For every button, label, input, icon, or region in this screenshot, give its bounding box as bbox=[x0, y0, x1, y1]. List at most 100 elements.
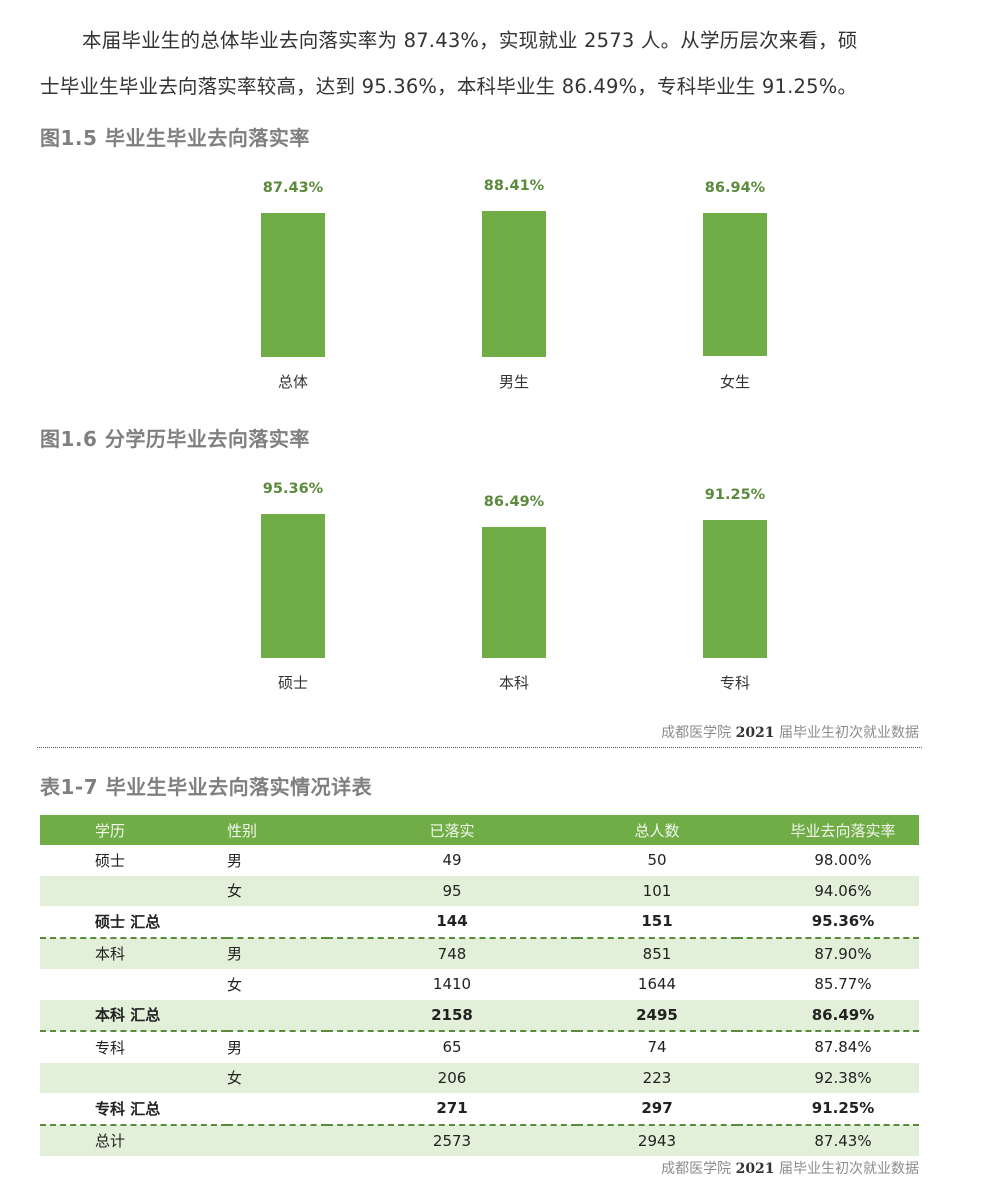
table-row-subtotal: 本科 汇总 2158 2495 86.49% bbox=[40, 999, 919, 1032]
cell-rate: 94.06% bbox=[737, 875, 919, 906]
cell-degree: 专科 bbox=[40, 1031, 227, 1063]
table-row: 专科 男 65 74 87.84% bbox=[40, 1031, 919, 1063]
cell-total: 101 bbox=[577, 875, 737, 906]
cell-total: 851 bbox=[577, 937, 737, 969]
cell-gender bbox=[227, 1124, 327, 1156]
source-note: 成都医学院 2021 届毕业生初次就业数据 bbox=[661, 722, 919, 742]
source-prefix: 成都医学院 bbox=[661, 1161, 736, 1177]
bar-overall bbox=[261, 213, 325, 357]
bar-value-label: 88.41% bbox=[483, 178, 545, 194]
cell-rate: 87.84% bbox=[737, 1031, 919, 1063]
cell-degree: 硕士 汇总 bbox=[40, 906, 227, 939]
source-note-bottom: 成都医学院 2021 届毕业生初次就业数据 bbox=[661, 1158, 919, 1178]
table-row: 本科 男 748 851 87.90% bbox=[40, 937, 919, 969]
bar-bachelor bbox=[482, 527, 546, 658]
cell-total: 2495 bbox=[577, 999, 737, 1032]
bar-category-label: 女生 bbox=[719, 373, 750, 391]
bar-category-label: 硕士 bbox=[277, 674, 308, 692]
table-row-grand-total: 总计 2573 2943 87.43% bbox=[40, 1124, 919, 1156]
cell-gender bbox=[227, 1093, 327, 1126]
bar-female bbox=[703, 213, 767, 356]
cell-rate: 92.38% bbox=[737, 1062, 919, 1093]
cell-rate: 98.00% bbox=[737, 845, 919, 876]
bar-value-label: 91.25% bbox=[704, 487, 766, 503]
intro-line-2: 士毕业生毕业去向落实率较高，达到 95.36%，本科毕业生 86.49%，专科毕… bbox=[40, 75, 858, 98]
section-divider bbox=[37, 747, 922, 748]
source-year: 2021 bbox=[735, 1161, 775, 1177]
bar-value-label: 95.36% bbox=[262, 481, 324, 497]
source-suffix: 届毕业生初次就业数据 bbox=[774, 725, 919, 741]
table-title: 表1-7 毕业生毕业去向落实情况详表 bbox=[40, 775, 373, 799]
bar-junior-college bbox=[703, 520, 767, 658]
cell-gender bbox=[227, 999, 327, 1032]
cell-placed: 748 bbox=[327, 937, 577, 969]
cell-placed: 2573 bbox=[327, 1124, 577, 1156]
cell-degree bbox=[40, 1062, 227, 1093]
header-placed: 已落实 bbox=[327, 815, 577, 845]
cell-placed: 1410 bbox=[327, 969, 577, 1000]
cell-gender: 男 bbox=[227, 937, 327, 969]
cell-placed: 2158 bbox=[327, 999, 577, 1032]
cell-gender: 女 bbox=[227, 875, 327, 906]
cell-degree bbox=[40, 969, 227, 1000]
cell-gender: 女 bbox=[227, 1062, 327, 1093]
cell-rate: 95.36% bbox=[737, 906, 919, 939]
source-prefix: 成都医学院 bbox=[661, 725, 736, 741]
bar-category-label: 男生 bbox=[498, 373, 529, 391]
bar-value-label: 86.94% bbox=[704, 180, 766, 196]
figure-1-title: 图1.5 毕业生毕业去向落实率 bbox=[40, 126, 310, 150]
figure-2-title: 图1.6 分学历毕业去向落实率 bbox=[40, 427, 310, 451]
table-header-row: 学历 性别 已落实 总人数 毕业去向落实率 bbox=[40, 815, 919, 845]
cell-degree: 总计 bbox=[40, 1124, 227, 1156]
source-year: 2021 bbox=[735, 725, 775, 741]
cell-rate: 91.25% bbox=[737, 1093, 919, 1126]
cell-degree: 本科 bbox=[40, 937, 227, 969]
cell-total: 151 bbox=[577, 906, 737, 939]
bar-male bbox=[482, 211, 546, 357]
cell-placed: 65 bbox=[327, 1031, 577, 1063]
cell-degree: 专科 汇总 bbox=[40, 1093, 227, 1126]
table-row: 硕士 男 49 50 98.00% bbox=[40, 845, 919, 876]
table-row: 女 95 101 94.06% bbox=[40, 875, 919, 906]
cell-gender: 男 bbox=[227, 1031, 327, 1063]
cell-degree bbox=[40, 875, 227, 906]
placement-detail-table: 学历 性别 已落实 总人数 毕业去向落实率 硕士 男 49 50 98.00% … bbox=[40, 815, 919, 1156]
header-degree: 学历 bbox=[40, 815, 227, 845]
cell-rate: 87.43% bbox=[737, 1124, 919, 1156]
table-row: 女 1410 1644 85.77% bbox=[40, 969, 919, 1000]
cell-placed: 95 bbox=[327, 875, 577, 906]
bar-category-label: 总体 bbox=[277, 373, 308, 391]
cell-degree: 本科 汇总 bbox=[40, 999, 227, 1032]
table-row-subtotal: 专科 汇总 271 297 91.25% bbox=[40, 1093, 919, 1126]
cell-placed: 271 bbox=[327, 1093, 577, 1126]
header-rate: 毕业去向落实率 bbox=[737, 815, 919, 845]
cell-gender bbox=[227, 906, 327, 939]
table-row: 女 206 223 92.38% bbox=[40, 1062, 919, 1093]
cell-total: 297 bbox=[577, 1093, 737, 1126]
cell-degree: 硕士 bbox=[40, 845, 227, 876]
cell-rate: 86.49% bbox=[737, 999, 919, 1032]
source-suffix: 届毕业生初次就业数据 bbox=[774, 1161, 919, 1177]
cell-rate: 87.90% bbox=[737, 937, 919, 969]
cell-gender: 男 bbox=[227, 845, 327, 876]
bar-master bbox=[261, 514, 325, 658]
cell-placed: 49 bbox=[327, 845, 577, 876]
header-gender: 性别 bbox=[227, 815, 327, 845]
cell-gender: 女 bbox=[227, 969, 327, 1000]
bar-value-label: 87.43% bbox=[262, 180, 324, 196]
intro-paragraph: 本届毕业生的总体毕业去向落实率为 87.43%，实现就业 2573 人。从学历层… bbox=[40, 18, 930, 110]
cell-total: 74 bbox=[577, 1031, 737, 1063]
intro-line-1: 本届毕业生的总体毕业去向落实率为 87.43%，实现就业 2573 人。从学历层… bbox=[82, 29, 858, 52]
cell-total: 1644 bbox=[577, 969, 737, 1000]
cell-placed: 206 bbox=[327, 1062, 577, 1093]
bar-category-label: 专科 bbox=[719, 674, 750, 692]
header-total: 总人数 bbox=[577, 815, 737, 845]
cell-total: 223 bbox=[577, 1062, 737, 1093]
table-row-subtotal: 硕士 汇总 144 151 95.36% bbox=[40, 906, 919, 939]
bar-category-label: 本科 bbox=[498, 674, 529, 692]
bar-value-label: 86.49% bbox=[483, 494, 545, 510]
cell-placed: 144 bbox=[327, 906, 577, 939]
cell-rate: 85.77% bbox=[737, 969, 919, 1000]
cell-total: 50 bbox=[577, 845, 737, 876]
cell-total: 2943 bbox=[577, 1124, 737, 1156]
